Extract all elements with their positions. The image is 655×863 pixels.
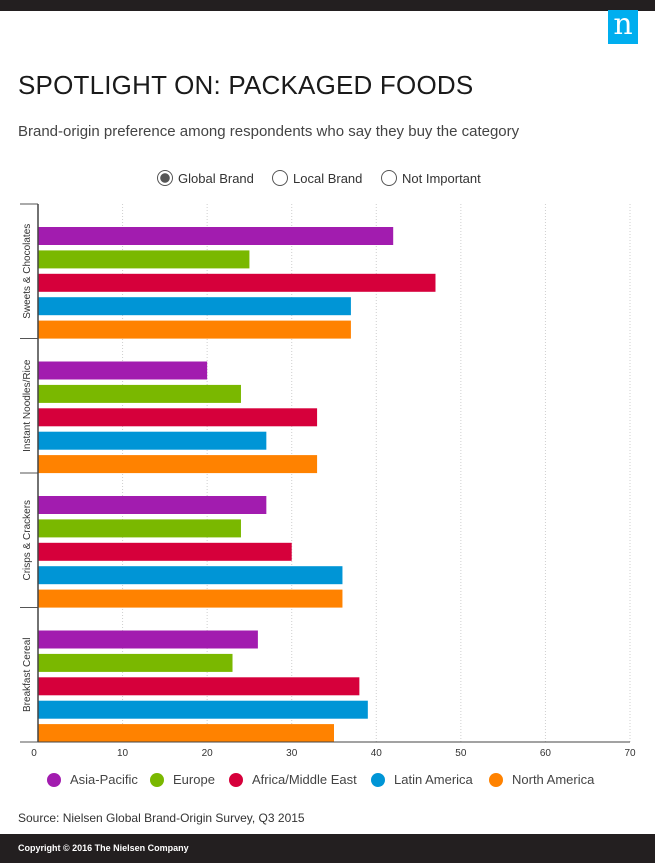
legend-label: North America: [512, 772, 595, 787]
legend-dot-icon: [229, 772, 243, 787]
radio-unselected-icon[interactable]: [381, 170, 397, 186]
x-tick-label: 50: [455, 748, 467, 759]
bar-europe: [38, 519, 241, 538]
x-tick-label: 20: [202, 748, 214, 759]
bar-chart: Sweets & Chocolates Instant Noodles/Rice C…: [20, 203, 636, 759]
bar-europe: [38, 653, 233, 672]
bar-asia-pacific: [38, 227, 394, 245]
radio-label: Not Important: [402, 170, 481, 186]
legend-label: Asia-Pacific: [70, 772, 138, 787]
legend-item-latin-america[interactable]: Latin America: [371, 772, 473, 787]
radio-global-brand[interactable]: Global Brand: [157, 170, 254, 186]
radio-selected-icon[interactable]: [157, 170, 173, 186]
radio-local-brand[interactable]: Local Brand: [272, 170, 362, 186]
legend-item-africa-middle-east[interactable]: Africa/Middle East: [229, 772, 357, 787]
bar-latin-america: [38, 566, 343, 585]
category-label: Crisps & Crackers: [22, 500, 33, 581]
filter-radio-group: Global Brand Local Brand Not Important: [0, 170, 655, 194]
source-note: Source: Nielsen Global Brand-Origin Surv…: [18, 811, 305, 825]
footer-bar: Copyright © 2016 The Nielsen Company: [0, 834, 655, 863]
bar-latin-america: [38, 700, 368, 719]
x-tick-label: 40: [371, 748, 383, 759]
page-title: SPOTLIGHT ON: PACKAGED FOODS: [18, 70, 474, 100]
bar-africa-middle-east: [38, 273, 436, 292]
nielsen-logo: n: [608, 10, 638, 44]
radio-unselected-icon[interactable]: [272, 170, 288, 186]
page-subtitle: Brand-origin preference among respondent…: [18, 123, 520, 140]
bar-africa-middle-east: [38, 408, 318, 427]
legend-dot-icon: [371, 772, 385, 787]
x-tick-label: 60: [540, 748, 552, 759]
bar-latin-america: [38, 431, 267, 450]
legend-item-europe[interactable]: Europe: [150, 772, 215, 787]
legend-dot-icon: [47, 772, 61, 787]
category-label: Breakfast Cereal: [22, 638, 33, 712]
category-label: Instant Noodles/Rice: [22, 359, 33, 452]
legend-dot-icon: [150, 772, 164, 787]
x-tick-label: 0: [31, 748, 37, 759]
bar-latin-america: [38, 297, 351, 316]
legend-item-north-america[interactable]: North America: [489, 772, 594, 787]
legend-label: Latin America: [394, 772, 473, 787]
legend-label: Africa/Middle East: [252, 772, 357, 787]
legend-dot-icon: [489, 772, 503, 787]
bar-europe: [38, 250, 250, 269]
bar-north-america: [38, 724, 334, 743]
bar-asia-pacific: [38, 361, 208, 380]
chart-legend: Asia-Pacific Europe Africa/Middle East L…: [0, 772, 655, 792]
radio-not-important[interactable]: Not Important: [381, 170, 481, 186]
x-tick-label: 30: [286, 748, 298, 759]
bar-asia-pacific: [38, 496, 267, 514]
x-tick-label: 70: [624, 748, 636, 759]
radio-label: Local Brand: [293, 170, 363, 186]
legend-item-asia-pacific[interactable]: Asia-Pacific: [47, 772, 138, 787]
bar-north-america: [38, 320, 351, 339]
top-bar: [0, 0, 655, 11]
bar-africa-middle-east: [38, 542, 292, 561]
bar-africa-middle-east: [38, 677, 360, 696]
bar-asia-pacific: [38, 630, 258, 649]
bar-north-america: [38, 455, 318, 474]
bar-north-america: [38, 589, 343, 608]
x-tick-label: 10: [117, 748, 129, 759]
category-label: Sweets & Chocolates: [22, 224, 33, 319]
bar-europe: [38, 384, 241, 403]
copyright-text: Copyright © 2016 The Nielsen Company: [18, 843, 189, 853]
legend-label: Europe: [173, 772, 215, 787]
radio-label: Global Brand: [178, 170, 254, 186]
